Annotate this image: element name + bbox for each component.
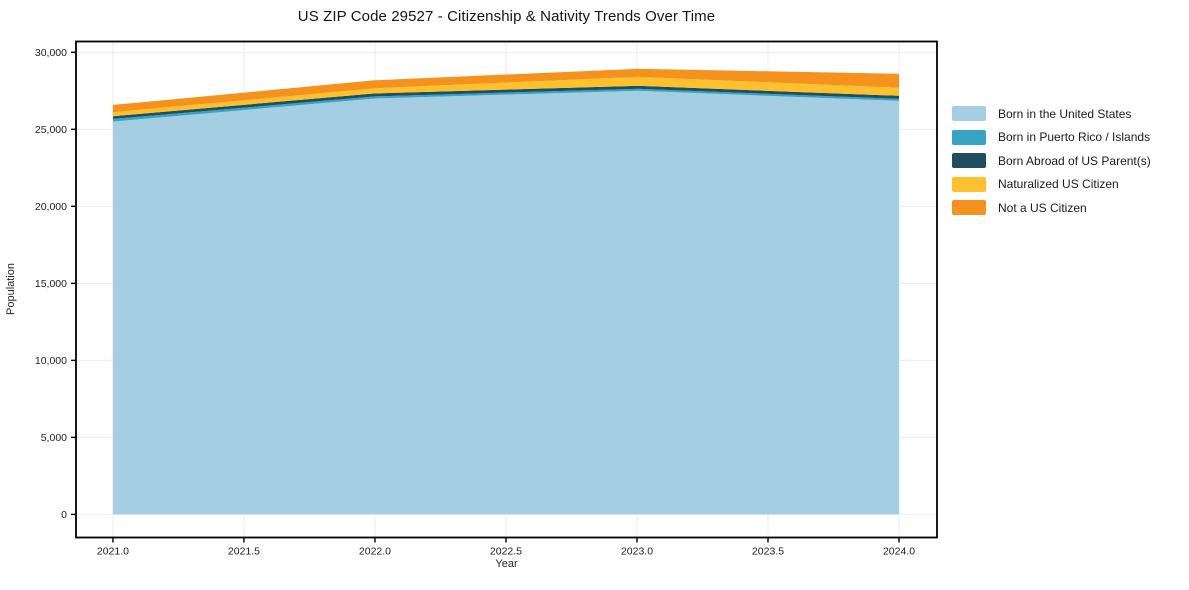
y-tick-label: 25,000 [35, 124, 67, 136]
legend-swatch-icon [952, 153, 986, 168]
x-tick-label: 2021.5 [228, 546, 260, 558]
legend-label: Naturalized US Citizen [998, 177, 1119, 191]
y-tick-label: 20,000 [35, 201, 67, 213]
x-axis-label: Year [495, 558, 518, 570]
area-series-4 [112, 68, 899, 113]
y-tick-label: 10,000 [35, 355, 67, 367]
y-axis-label: Population [5, 263, 17, 315]
area-series-0 [112, 90, 899, 515]
legend-label: Not a US Citizen [998, 200, 1087, 215]
y-tick-label: 15,000 [35, 278, 67, 290]
legend-item: Born in Puerto Rico / Islands [952, 129, 1151, 145]
x-tick-label: 2023.5 [752, 546, 784, 558]
x-tick-label: 2022.0 [359, 546, 391, 558]
legend-swatch-icon [952, 200, 986, 215]
x-tick-label: 2021.0 [97, 546, 129, 558]
legend-swatch-icon [952, 176, 986, 192]
legend: Born in the United States Born in Puerto … [952, 106, 1151, 215]
legend-item: Born Abroad of US Parent(s) [952, 153, 1151, 168]
x-tick-label: 2024.0 [883, 546, 915, 558]
legend-item: Naturalized US Citizen [952, 176, 1151, 192]
area-series-2 [112, 85, 899, 119]
y-tick-label: 5,000 [41, 432, 67, 444]
y-tick-label: 0 [61, 509, 67, 521]
chart-title: US ZIP Code 29527 - Citizenship & Nativi… [297, 8, 716, 25]
legend-swatch-icon [952, 129, 986, 145]
legend-item: Born in the United States [952, 106, 1151, 121]
area-series-3 [112, 76, 899, 117]
x-tick-label: 2023.0 [621, 546, 653, 558]
legend-label: Born Abroad of US Parent(s) [998, 153, 1151, 168]
x-tick-label: 2022.5 [490, 546, 522, 558]
legend-label: Born in Puerto Rico / Islands [998, 130, 1151, 144]
legend-item: Not a US Citizen [952, 200, 1151, 215]
y-tick-label: 30,000 [35, 47, 67, 59]
legend-label: Born in the United States [998, 106, 1132, 121]
legend-swatch-icon [952, 106, 986, 121]
